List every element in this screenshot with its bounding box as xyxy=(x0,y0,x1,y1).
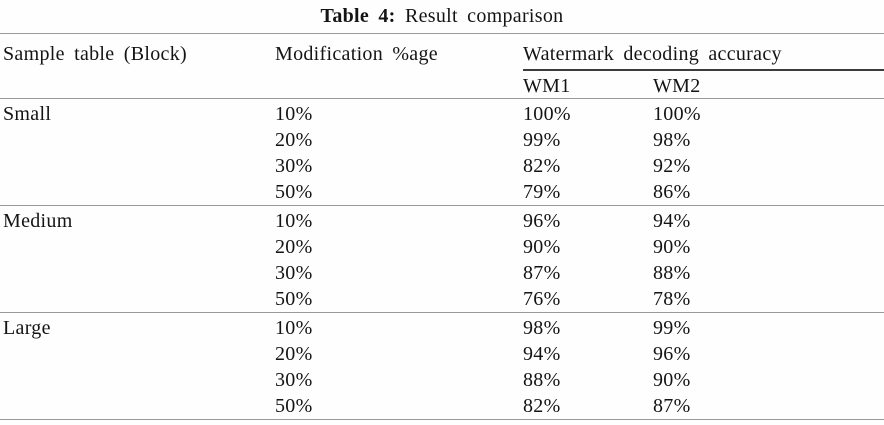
table-row: 30% 88% 90% xyxy=(0,367,884,393)
table-caption-label: Table 4: xyxy=(320,5,396,27)
wm1-cell: 90% xyxy=(523,236,561,258)
modification-cell: 50% xyxy=(275,181,313,203)
block-name-cell xyxy=(3,234,275,260)
block-name-cell xyxy=(3,127,275,153)
block-name-cell xyxy=(3,153,275,179)
wm2-cell: 88% xyxy=(653,262,691,284)
table-row: 30% 82% 92% xyxy=(0,153,884,179)
wm2-cell: 98% xyxy=(653,129,691,151)
block-name-cell xyxy=(3,179,275,205)
block-name-cell xyxy=(3,393,275,419)
modification-cell: 50% xyxy=(275,395,313,417)
modification-cell: 30% xyxy=(275,155,313,177)
table-rule-under-header xyxy=(0,98,884,99)
wm1-cell: 87% xyxy=(523,262,561,284)
block-name-cell: Large xyxy=(3,317,51,339)
wm1-cell: 82% xyxy=(523,155,561,177)
column-header-wm1: WM1 xyxy=(523,75,571,97)
modification-cell: 20% xyxy=(275,343,313,365)
table-row: 20% 99% 98% xyxy=(0,127,884,153)
wm2-cell: 96% xyxy=(653,343,691,365)
modification-cell: 10% xyxy=(275,103,313,125)
wm2-cell: 100% xyxy=(653,103,701,125)
column-header-wm2: WM2 xyxy=(653,75,701,97)
table-row: Medium 10% 96% 94% xyxy=(0,208,884,234)
wm2-cell: 78% xyxy=(653,288,691,310)
table-block-large: Large 10% 98% 99% 20% 94% 96% 30% 88% 90… xyxy=(0,313,884,419)
table-row: Large 10% 98% 99% xyxy=(0,315,884,341)
block-name-cell xyxy=(3,341,275,367)
column-header-modification: Modification %age xyxy=(275,43,438,65)
wm1-cell: 94% xyxy=(523,343,561,365)
modification-cell: 30% xyxy=(275,262,313,284)
block-name-cell xyxy=(3,286,275,312)
block-name-cell xyxy=(3,260,275,286)
table-row: 50% 79% 86% xyxy=(0,179,884,205)
wm2-cell: 90% xyxy=(653,236,691,258)
table-rule-after-small xyxy=(0,205,884,206)
wm2-cell: 86% xyxy=(653,181,691,203)
table-row: 20% 90% 90% xyxy=(0,234,884,260)
table-caption-text: Result comparison xyxy=(404,5,564,27)
table-row: 30% 87% 88% xyxy=(0,260,884,286)
modification-cell: 50% xyxy=(275,288,313,310)
table-rule-after-medium xyxy=(0,312,884,313)
table-header: Sample table (Block) Modification %age W… xyxy=(0,34,884,98)
modification-cell: 20% xyxy=(275,129,313,151)
wm2-cell: 90% xyxy=(653,369,691,391)
table-row: 20% 94% 96% xyxy=(0,341,884,367)
wm1-cell: 79% xyxy=(523,181,561,203)
table-rule-bottom xyxy=(0,419,884,420)
table-block-small: Small 10% 100% 100% 20% 99% 98% 30% 82% … xyxy=(0,99,884,205)
wm1-cell: 76% xyxy=(523,288,561,310)
table-row: 50% 82% 87% xyxy=(0,393,884,419)
table-rule-top xyxy=(0,33,884,34)
wm1-cell: 88% xyxy=(523,369,561,391)
table-block-medium: Medium 10% 96% 94% 20% 90% 90% 30% 87% 8… xyxy=(0,206,884,312)
modification-cell: 30% xyxy=(275,369,313,391)
modification-cell: 10% xyxy=(275,210,313,232)
block-name-cell: Small xyxy=(3,103,52,125)
modification-cell: 20% xyxy=(275,236,313,258)
table-caption: Table 4: Result comparison xyxy=(0,0,884,33)
block-name-cell: Medium xyxy=(3,210,73,232)
column-header-sample-block: Sample table (Block) xyxy=(3,43,187,65)
wm1-cell: 98% xyxy=(523,317,561,339)
wm2-cell: 99% xyxy=(653,317,691,339)
modification-cell: 10% xyxy=(275,317,313,339)
wm1-cell: 96% xyxy=(523,210,561,232)
table-row: Small 10% 100% 100% xyxy=(0,101,884,127)
wm1-cell: 100% xyxy=(523,103,571,125)
wm2-cell: 94% xyxy=(653,210,691,232)
column-group-header-watermark-accuracy: Watermark decoding accuracy xyxy=(523,34,884,71)
wm2-cell: 92% xyxy=(653,155,691,177)
wm1-cell: 99% xyxy=(523,129,561,151)
wm2-cell: 87% xyxy=(653,395,691,417)
wm1-cell: 82% xyxy=(523,395,561,417)
table-row: 50% 76% 78% xyxy=(0,286,884,312)
block-name-cell xyxy=(3,367,275,393)
